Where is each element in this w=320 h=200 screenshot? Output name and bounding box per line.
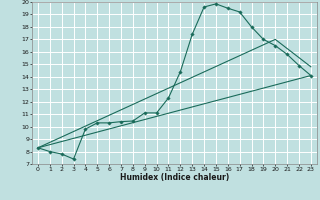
X-axis label: Humidex (Indice chaleur): Humidex (Indice chaleur) <box>120 173 229 182</box>
